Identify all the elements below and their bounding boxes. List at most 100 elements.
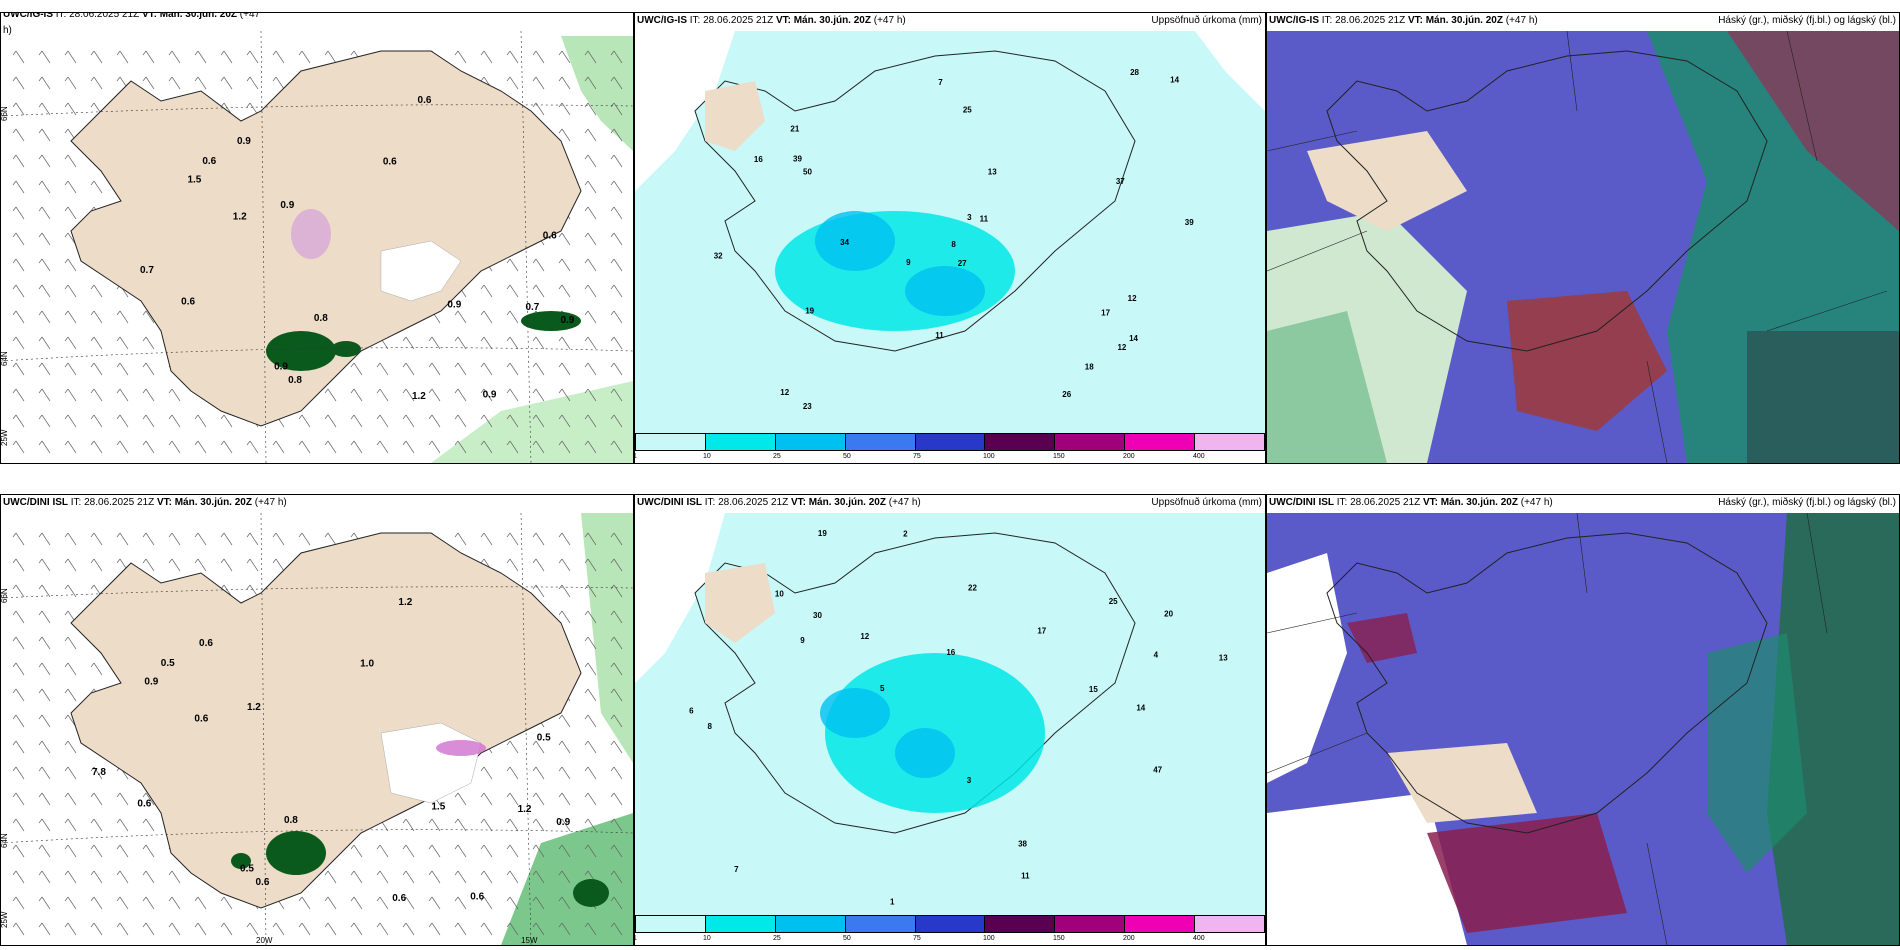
- wind-barb: [38, 102, 51, 116]
- wind-barb: [64, 870, 77, 884]
- wind-barb: [64, 284, 77, 298]
- wind-barb: [584, 636, 597, 650]
- colorbar-tick: 75: [912, 453, 921, 460]
- colorbar-segment: [1195, 916, 1265, 932]
- wind-barb: [402, 922, 415, 936]
- wind-barb: [64, 662, 77, 676]
- wind-barb: [38, 128, 51, 142]
- wind-barb: [142, 558, 155, 572]
- wind-barb: [38, 206, 51, 220]
- wind-barb: [610, 896, 623, 910]
- wind-barb: [558, 740, 571, 754]
- wind-barb: [38, 870, 51, 884]
- value-label: 1: [890, 897, 895, 906]
- wind-barb: [90, 844, 103, 858]
- value-label: 28: [1130, 68, 1139, 77]
- model-name: UWC/DINI ISL: [3, 497, 68, 508]
- value-label: 39: [793, 155, 802, 164]
- wind-barb: [584, 688, 597, 702]
- wind-barb: [558, 610, 571, 624]
- wind-barb: [64, 818, 77, 832]
- wind-barb: [376, 896, 389, 910]
- wind-barb: [480, 896, 493, 910]
- wind-barb: [454, 844, 467, 858]
- wind-barb: [506, 388, 519, 402]
- colorbar-segment: [1195, 434, 1265, 450]
- wind-barb: [12, 414, 25, 428]
- colorbar-segment: [1055, 916, 1126, 932]
- wind-barb: [610, 336, 623, 350]
- wind-barb: [376, 414, 389, 428]
- value-label: 0.9: [483, 389, 497, 400]
- wind-barb: [532, 440, 545, 454]
- wind-barb: [558, 714, 571, 728]
- value-label: 25: [1109, 597, 1118, 606]
- wind-barb: [142, 76, 155, 90]
- init-time: IT: 28.06.2025 21Z: [702, 497, 791, 508]
- wind-barb: [454, 440, 467, 454]
- wind-barb: [38, 336, 51, 350]
- wind-barb: [584, 388, 597, 402]
- wind-barb: [506, 336, 519, 350]
- map-title: Háský (gr.), miðský (fj.bl.) og lágský (…: [1718, 497, 1896, 508]
- wind-barb: [532, 284, 545, 298]
- wind-barb: [506, 558, 519, 572]
- value-label: 0.6: [543, 230, 557, 241]
- wind-barb: [506, 76, 519, 90]
- wind-barb: [246, 50, 259, 64]
- wind-barb: [64, 636, 77, 650]
- wind-barb: [584, 362, 597, 376]
- value-label: 1.2: [518, 804, 532, 815]
- wind-barb: [402, 896, 415, 910]
- lead-time: (+47 h): [1502, 15, 1538, 26]
- wind-barb: [324, 414, 337, 428]
- wind-barb: [90, 440, 103, 454]
- wind-barb: [142, 336, 155, 350]
- wind-barb: [558, 102, 571, 116]
- wind-barb: [558, 336, 571, 350]
- wind-barb: [64, 792, 77, 806]
- value-label: 12: [1117, 343, 1126, 352]
- wind-barb: [168, 922, 181, 936]
- value-label: 1.0: [360, 659, 374, 670]
- wind-barb: [532, 870, 545, 884]
- map-title: Háský (gr.), miðský (fj.bl.) og lágský (…: [1718, 15, 1896, 26]
- wind-barb: [116, 362, 129, 376]
- wind-barb: [428, 336, 441, 350]
- wind-barb: [64, 362, 77, 376]
- wind-barb: [298, 922, 311, 936]
- wind-barb: [610, 232, 623, 246]
- value-label: 12: [1128, 294, 1137, 303]
- wind-barb: [376, 388, 389, 402]
- wind-barb: [12, 336, 25, 350]
- wind-barb: [610, 922, 623, 936]
- lead-time-cont: h): [3, 25, 12, 36]
- value-label: 8: [708, 722, 713, 731]
- wind-barb: [116, 414, 129, 428]
- valid-time: VT: Mán. 30.jún. 20Z: [156, 497, 252, 508]
- value-label: 14: [1129, 334, 1138, 343]
- wind-barb: [506, 50, 519, 64]
- wind-barb: [480, 440, 493, 454]
- wind-barb: [90, 662, 103, 676]
- wind-barb: [402, 388, 415, 402]
- colorbar-segment: [775, 916, 846, 932]
- wind-barb: [324, 922, 337, 936]
- wind-barb: [480, 362, 493, 376]
- wind-barb: [610, 662, 623, 676]
- wind-barb: [558, 388, 571, 402]
- wind-barb: [64, 740, 77, 754]
- wind-barb: [116, 310, 129, 324]
- wind-cloud-map: 66N 64N 25W 20W 15W 0.90.60.80.90.60.90.…: [1, 31, 633, 463]
- lon-label: 20W: [256, 936, 273, 945]
- wind-barb: [506, 310, 519, 324]
- wind-barb: [610, 128, 623, 142]
- wind-barb: [272, 922, 285, 936]
- value-label: 15: [1089, 685, 1098, 694]
- wind-barb: [64, 532, 77, 546]
- wind-barb: [220, 50, 233, 64]
- wind-barb: [12, 128, 25, 142]
- wind-barb: [38, 610, 51, 624]
- colorbar-segment: [845, 916, 916, 932]
- map-title: Uppsöfnuð úrkoma (mm): [1151, 497, 1262, 508]
